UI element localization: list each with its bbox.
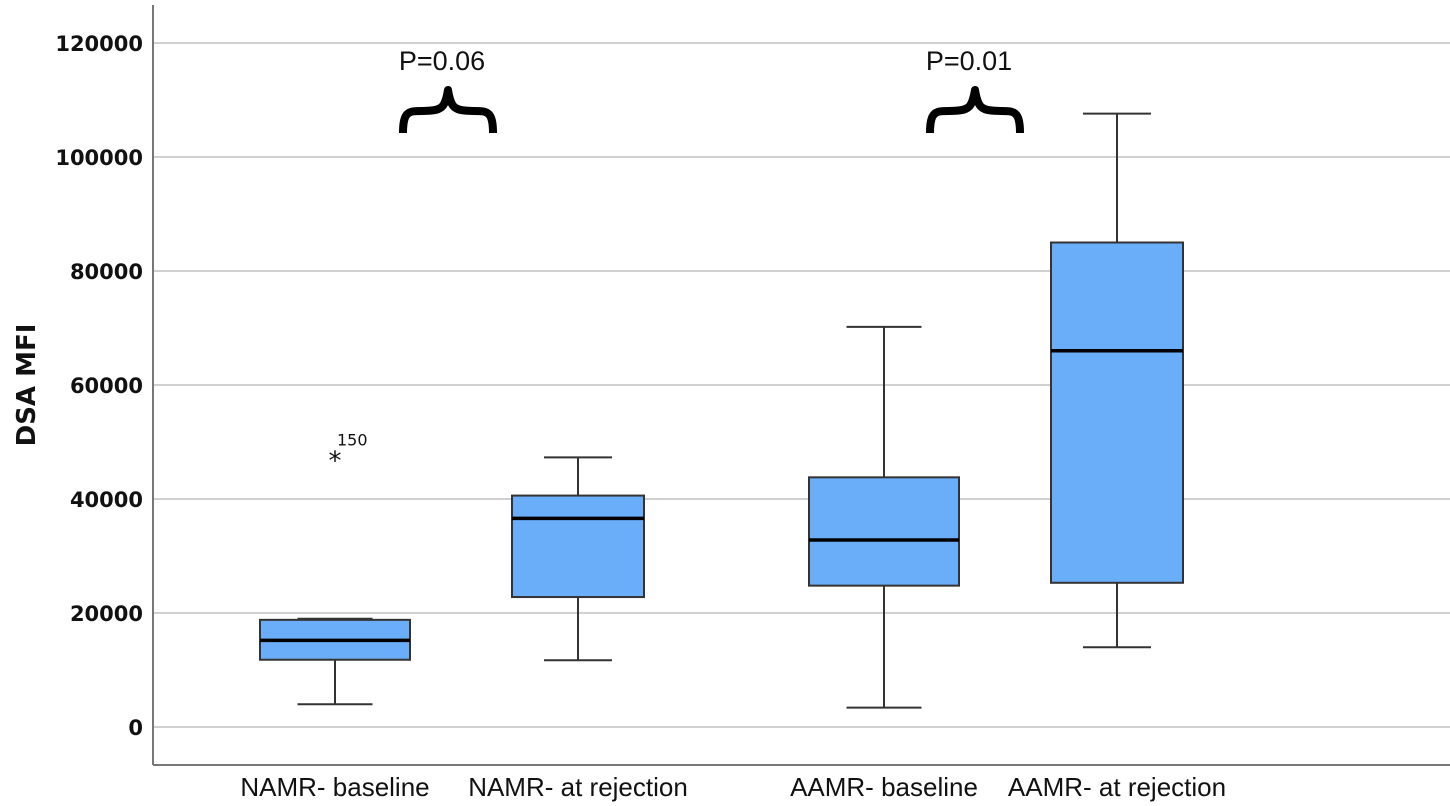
y-tick-label-0: 0: [128, 716, 143, 740]
comparison-brace-2: [926, 86, 1024, 134]
y-axis-title: DSA MFI: [12, 324, 42, 447]
gridlines: [153, 42, 1450, 728]
y-tick-labels: 0 20000 40000 60000 80000 100000 120000: [55, 32, 143, 740]
p-value-label-2: P=0.01: [926, 46, 1012, 76]
comparison-brace-1: [399, 86, 497, 134]
iqr-box: [1050, 241, 1184, 584]
p-value-label-1: P=0.06: [399, 46, 485, 76]
category-label-2: NAMR- at rejection: [468, 772, 688, 802]
y-tick-label-40000: 40000: [70, 488, 143, 512]
box-3: [808, 325, 960, 709]
y-tick-label-80000: 80000: [70, 260, 143, 284]
y-tick-label-100000: 100000: [55, 146, 143, 170]
box-1: *150: [259, 430, 411, 706]
category-labels: NAMR- baseline NAMR- at rejection AAMR- ba…: [240, 772, 1226, 802]
box-2: [511, 456, 645, 662]
y-tick-label-20000: 20000: [70, 602, 143, 626]
outlier-marker: *: [329, 446, 342, 476]
y-tick-label-120000: 120000: [55, 32, 143, 56]
category-label-1: NAMR- baseline: [240, 772, 429, 802]
iqr-box: [511, 494, 645, 599]
box-4: [1050, 112, 1184, 649]
outlier-label: 150: [337, 430, 368, 449]
category-label-3: AAMR- baseline: [790, 772, 978, 802]
boxes: *150: [259, 112, 1184, 709]
category-label-4: AAMR- at rejection: [1008, 772, 1226, 802]
iqr-box: [808, 476, 960, 587]
comparison-brackets: P=0.06 P=0.01: [399, 46, 1024, 134]
y-tick-label-60000: 60000: [70, 374, 143, 398]
